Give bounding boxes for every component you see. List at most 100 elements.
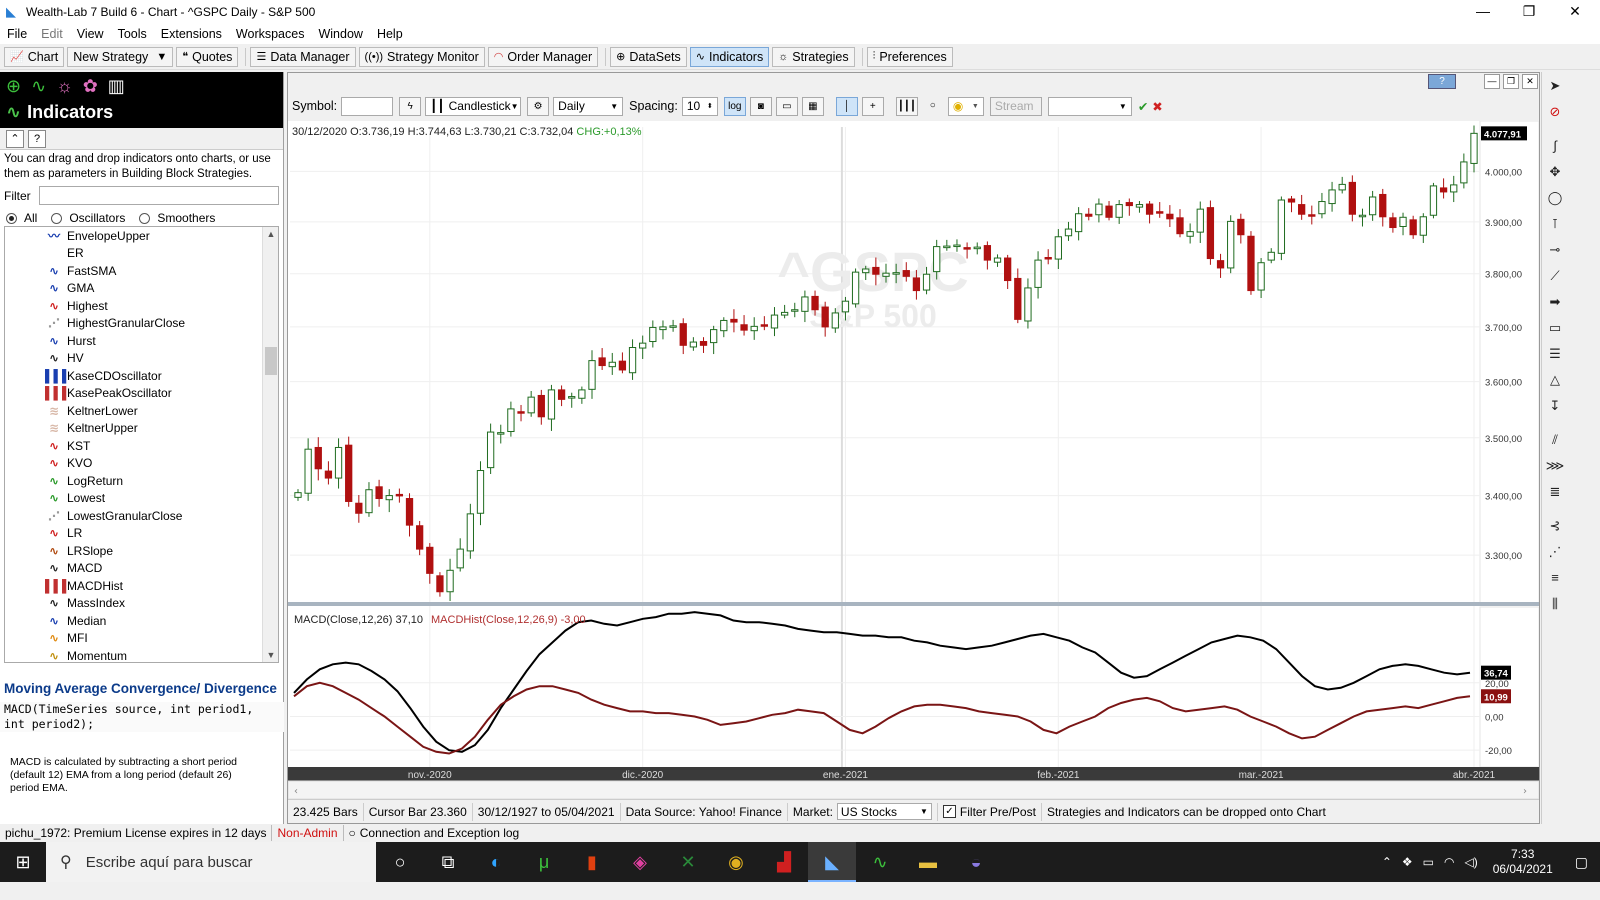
strategy-monitor-button[interactable]: ((•)) Strategy Monitor [358, 46, 485, 67]
list-item[interactable]: ∿ KVO [5, 455, 278, 473]
crosshair-button[interactable]: + [861, 96, 884, 116]
bars-icon[interactable]: ┃┃┃ [895, 96, 918, 116]
list-item[interactable]: ∿ MFI [5, 630, 278, 648]
help-button[interactable]: ? [1428, 74, 1456, 89]
list-item[interactable]: ≋ KeltnerUpper [5, 420, 278, 438]
calendar-icon[interactable]: ▦ [801, 96, 824, 116]
log-link[interactable]: ○ Connection and Exception log [348, 826, 520, 840]
menu-file[interactable]: File [7, 27, 28, 41]
channel-icon[interactable]: ⫽ [1552, 432, 1558, 447]
file-explorer-icon[interactable]: ▬ [919, 852, 937, 872]
preferences-button[interactable]: ⫶ Preferences [866, 46, 953, 67]
collapse-icon[interactable]: ⌃ [6, 129, 24, 148]
trend-line-icon[interactable]: ⟋ [1550, 268, 1560, 283]
filter-prepost-checkbox[interactable]: ✓ [942, 805, 956, 818]
cancel-icon[interactable]: ✖ [1152, 99, 1163, 114]
menu-extensions[interactable]: Extensions [160, 27, 222, 41]
panel-icon[interactable]: ▭ [775, 96, 798, 116]
speed-lines-icon[interactable]: ⋙ [1545, 458, 1565, 473]
cortana-icon[interactable]: ○ [394, 852, 406, 872]
freehand-icon[interactable]: ∫ [1553, 138, 1557, 153]
volume-icon[interactable]: ◁) [1464, 855, 1478, 869]
datasets-button[interactable]: ⊕ DataSets [610, 46, 687, 67]
accept-icon[interactable]: ✔ [1137, 99, 1149, 114]
vertical-marker-icon[interactable]: ↧ [1549, 398, 1561, 413]
data-manager-button[interactable]: ☰ Data Manager [250, 46, 356, 67]
list-item[interactable]: ∿ FastSMA [5, 262, 278, 280]
tray-chevron-icon[interactable]: ⌃ [1381, 855, 1392, 869]
menu-help[interactable]: Help [376, 27, 403, 41]
market-select[interactable]: US Stocks ▼ [836, 803, 932, 820]
chart-style-select[interactable]: ┃┃ Candlestick ▼ [425, 96, 522, 116]
wealthlab-taskbar-icon[interactable]: ◣ [808, 842, 856, 882]
filter-input[interactable] [38, 186, 279, 205]
fib-fan-icon[interactable]: ⊰ [1549, 518, 1561, 533]
excel-icon[interactable]: ✕ [680, 852, 696, 872]
list-item[interactable]: ∿ Momentum [5, 647, 278, 662]
wave-icon[interactable]: ∿ [31, 76, 47, 96]
child-restore-button[interactable]: ❐ [1503, 74, 1519, 89]
list-item[interactable]: ∿ Hurst [5, 332, 278, 350]
notifications-icon[interactable]: ▢ [1574, 853, 1588, 870]
price-chart[interactable]: 4.000,00 3.900,00 3.800,00 3.700,00 3.600,00… [288, 121, 1539, 801]
list-item[interactable]: ER [5, 245, 278, 263]
radio-all[interactable] [6, 212, 17, 224]
no-entry-icon[interactable]: ⊘ [1549, 104, 1561, 119]
vertical-line-icon[interactable]: ⊺ [1551, 216, 1559, 231]
list-item[interactable]: ∿ HV [5, 350, 278, 368]
scale-select[interactable]: Daily ▼ [553, 96, 624, 116]
molecule-icon[interactable]: ✿ [82, 76, 98, 96]
pointer-icon[interactable]: ➤ [1549, 78, 1561, 93]
broker-app-icon[interactable]: ▟ [777, 852, 791, 872]
list-item[interactable]: ∿ Median [5, 612, 278, 630]
quotes-button[interactable]: ❝ Quotes [176, 46, 239, 67]
menu-view[interactable]: View [76, 27, 104, 41]
globe-icon[interactable]: ⊕ [6, 76, 22, 96]
scroll-down-icon[interactable]: ▼ [266, 650, 276, 660]
chrome-icon[interactable]: ◉ [728, 852, 744, 872]
cycles-icon[interactable]: ⫼ [1552, 596, 1558, 611]
list-item[interactable]: ∿ MassIndex [5, 595, 278, 613]
list-item[interactable]: ∿ LRSlope [5, 542, 278, 560]
spacing-stepper[interactable]: 10 ⬍ [681, 96, 718, 116]
list-item[interactable]: ≋ KeltnerLower [5, 402, 278, 420]
list-item[interactable]: ∿ Highest [5, 297, 278, 315]
utorrent-icon[interactable]: μ [538, 852, 550, 872]
lightning-icon[interactable]: ϟ [399, 96, 422, 116]
child-minimize-button[interactable]: — [1484, 74, 1500, 89]
cursor-line-button[interactable]: │ [835, 96, 858, 116]
list-item[interactable]: ∿ KST [5, 437, 278, 455]
list-scrollbar[interactable]: ▲ ▼ [262, 227, 278, 662]
office-icon[interactable]: ▮ [587, 852, 597, 872]
list-item[interactable]: 〰 EnvelopeUpper [5, 227, 278, 245]
list-item[interactable]: ⋰ LowestGranularClose [5, 507, 278, 525]
scroll-thumb[interactable] [265, 347, 277, 375]
circle-icon[interactable]: ○ [929, 99, 936, 111]
windows-start-icon[interactable]: ⊞ [15, 851, 31, 872]
dropbox-icon[interactable]: ❖ [1401, 855, 1413, 869]
library-icon[interactable]: ▥ [107, 76, 125, 96]
radio-smoothers[interactable] [139, 212, 151, 224]
close-button[interactable]: ✕ [1569, 3, 1581, 19]
brain-icon[interactable]: ☼ [56, 76, 73, 96]
camera-icon[interactable]: ◙ [749, 96, 772, 116]
minimize-button[interactable]: — [1476, 3, 1490, 19]
help-icon[interactable]: ? [28, 129, 46, 148]
indicator-list[interactable]: 〰 EnvelopeUpper ER ∿ FastSMA ∿ GMA ∿ Highest ⋰ Hig… [4, 226, 279, 663]
text-note-icon[interactable]: ☰ [1549, 346, 1561, 361]
taskbar-search[interactable]: ⚲ Escribe aquí para buscar [46, 842, 376, 882]
list-item[interactable]: ∿ GMA [5, 280, 278, 298]
symbol-input[interactable] [341, 96, 394, 116]
list-item[interactable]: ▌▌▌ KaseCDOscillator [5, 367, 278, 385]
gann-fan-icon[interactable]: ⋰ [1548, 544, 1562, 559]
new-strategy-dropdown[interactable]: New Strategy ▼ [67, 46, 174, 67]
log-scale-button[interactable]: log [723, 96, 746, 116]
menu-workspaces[interactable]: Workspaces [235, 27, 305, 41]
app-pink-icon[interactable]: ◈ [633, 852, 647, 872]
list-item[interactable]: ∿ LR [5, 525, 278, 543]
app-disc-icon[interactable]: ◒ [970, 852, 982, 872]
rectangle-icon[interactable]: ▭ [1548, 320, 1562, 335]
scroll-up-icon[interactable]: ▲ [266, 229, 276, 239]
move-icon[interactable]: ✥ [1549, 164, 1561, 179]
list-item[interactable]: ⋰ HighestGranularClose [5, 315, 278, 333]
